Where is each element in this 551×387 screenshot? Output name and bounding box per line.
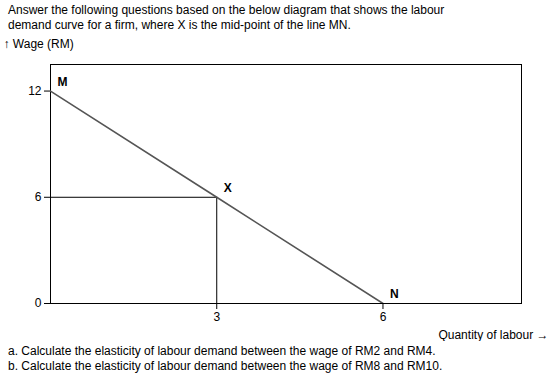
svg-text:N: N	[390, 287, 399, 301]
svg-text:↑ Wage (RM): ↑ Wage (RM)	[4, 37, 74, 51]
html-text:a. Calculate the elasticity of: a. Calculate the elasticity of labour de…	[8, 344, 436, 358]
html-text:b. Calculate the elasticity of: b. Calculate the elasticity of labour de…	[8, 359, 443, 373]
html-text:demand curve for a firm, where: demand curve for a firm, where X is the …	[8, 18, 351, 32]
svg-text:6: 6	[380, 310, 387, 324]
svg-text:X: X	[224, 181, 232, 195]
html-text:Answer the following questions: Answer the following questions based on …	[8, 3, 445, 17]
svg-text:6: 6	[35, 190, 42, 204]
svg-text:0: 0	[35, 296, 42, 310]
svg-text:3: 3	[213, 310, 220, 324]
svg-text:M: M	[58, 75, 68, 89]
svg-text:12: 12	[28, 84, 42, 98]
svg-text:Quantity of labour →: Quantity of labour →	[438, 328, 548, 342]
